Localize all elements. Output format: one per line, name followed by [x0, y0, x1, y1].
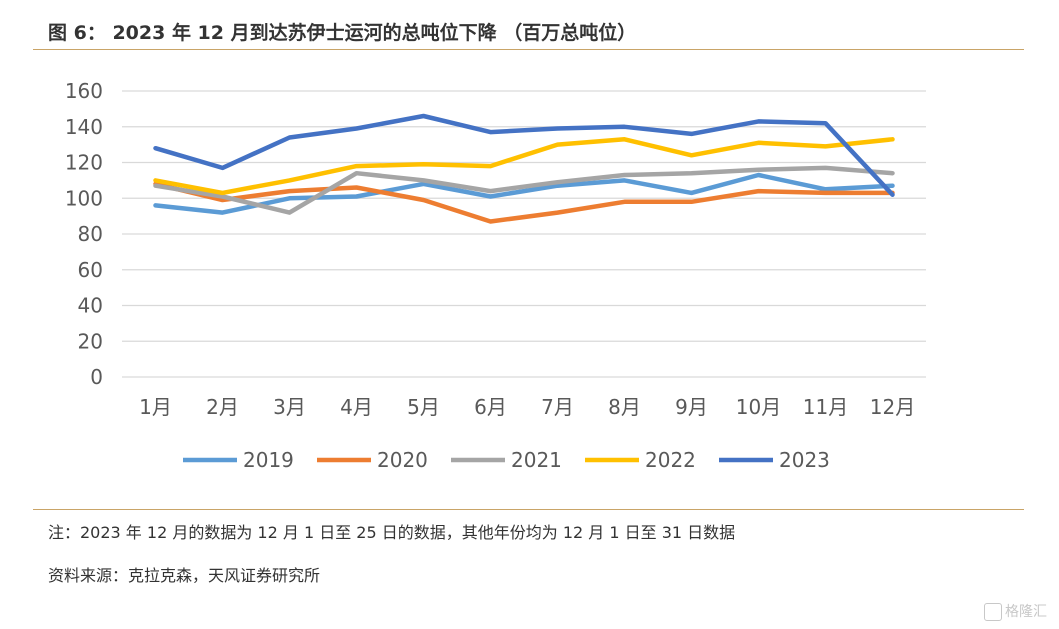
- y-tick-label: 40: [78, 294, 103, 318]
- x-tick-label: 5月: [407, 395, 440, 419]
- legend-label-2019: 2019: [243, 448, 294, 472]
- chart-title: 图 6： 2023 年 12 月到达苏伊士运河的总吨位下降 （百万总吨位）: [48, 22, 637, 44]
- x-tick-label: 3月: [273, 395, 306, 419]
- x-tick-label: 6月: [474, 395, 507, 419]
- x-tick-label: 1月: [139, 395, 172, 419]
- series-line-2022: [153, 137, 895, 196]
- y-tick-label: 160: [65, 79, 103, 103]
- x-tick-label: 4月: [340, 395, 373, 419]
- y-tick-label: 140: [65, 115, 103, 139]
- y-tick-label: 100: [65, 186, 103, 210]
- legend-label-2020: 2020: [377, 448, 428, 472]
- legend: 2019 2020 2021 2022 2023: [183, 448, 830, 472]
- series-lines: [153, 113, 895, 224]
- legend-label-2023: 2023: [779, 448, 830, 472]
- y-tick-label: 120: [65, 151, 103, 175]
- series-line-2021: [153, 165, 895, 215]
- x-tick-label: 7月: [541, 395, 574, 419]
- y-tick-label: 0: [90, 365, 103, 389]
- x-tick-label: 2月: [206, 395, 239, 419]
- footnote: 注：2023 年 12 月的数据为 12 月 1 日至 25 日的数据，其他年份…: [48, 523, 736, 542]
- series-line-2020: [153, 181, 895, 224]
- line-chart: 0 20 40 60 80 100 120 140 160 1月 2月 3月 4月 5月 6月 7月 8月 9月…: [65, 79, 926, 472]
- source-note: 资料来源：克拉克森，天风证券研究所: [48, 566, 321, 585]
- x-tick-label: 10月: [736, 395, 781, 419]
- bottom-divider: [33, 509, 1024, 510]
- series-line-2023: [153, 113, 895, 197]
- y-axis-ticks: 0 20 40 60 80 100 120 140 160: [65, 79, 103, 389]
- top-divider: [33, 49, 1024, 50]
- x-tick-label: 9月: [675, 395, 708, 419]
- y-tick-label: 20: [78, 329, 103, 353]
- y-tick-label: 60: [78, 258, 103, 282]
- gridlines: [122, 90, 926, 378]
- y-tick-label: 80: [78, 222, 103, 246]
- legend-label-2022: 2022: [645, 448, 696, 472]
- x-tick-label: 11月: [803, 395, 848, 419]
- legend-label-2021: 2021: [511, 448, 562, 472]
- x-tick-label: 12月: [870, 395, 915, 419]
- x-axis-ticks: 1月 2月 3月 4月 5月 6月 7月 8月 9月 10月 11月 12月: [139, 395, 915, 419]
- x-tick-label: 8月: [608, 395, 641, 419]
- watermark-logo-icon: [984, 603, 1002, 621]
- series-line-2019: [153, 172, 895, 215]
- watermark: 格隆汇: [984, 601, 1047, 621]
- watermark-text: 格隆汇: [1005, 604, 1047, 620]
